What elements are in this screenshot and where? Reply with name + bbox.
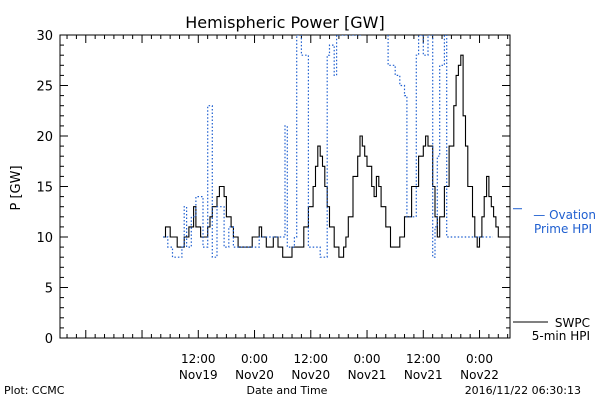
y-axis-label: P [GW] [9,165,24,210]
x-tick-label-time: 12:00 [406,352,441,366]
x-tick-label-date: Nov22 [460,368,499,382]
y-tick-label: 10 [36,231,53,246]
series-group [163,35,503,258]
x-tick-label-time: 0:00 [354,352,381,366]
ovation-series-line [163,35,493,258]
x-axis: 12:00 Nov19 0:00 Nov20 12:00 Nov20 0:00 Nov21 12… [66,35,509,382]
x-tick-label-date: Nov19 [179,368,218,382]
y-tick-label: 5 [45,282,53,297]
x-tick-label-date: Nov21 [348,368,387,382]
x-tick-label-time: 0:00 [241,352,268,366]
x-axis-label: Date and Time [247,384,328,397]
y-tick-label: 0 [45,332,53,347]
x-tick-label-time: 0:00 [466,352,493,366]
plot-frame [59,34,511,339]
y-tick-label: 15 [36,181,53,196]
swpc-legend-label-1: SWPC [555,316,590,330]
ovation-legend-label-1: — Ovation [533,208,596,222]
y-tick-label: 30 [36,29,53,44]
y-tick-label: 20 [36,130,53,145]
x-tick-label-date: Nov21 [404,368,443,382]
footer-timestamp: 2016/11/22 06:30:13 [465,384,581,397]
ovation-legend-label-2: Prime HPI [534,222,592,236]
chart-title: Hemispheric Power [GW] [185,13,384,32]
footer-credit: Plot: CCMC [4,384,65,397]
x-tick-label-time: 12:00 [181,352,216,366]
x-tick-label-date: Nov20 [235,368,274,382]
y-axis: 0 5 10 15 20 25 30 [36,29,510,347]
x-tick-label-date: Nov20 [291,368,330,382]
swpc-series-line [163,54,503,258]
swpc-legend-label-2: 5-min HPI [532,329,590,343]
x-tick-label-time: 12:00 [293,352,328,366]
y-tick-label: 25 [36,80,53,95]
